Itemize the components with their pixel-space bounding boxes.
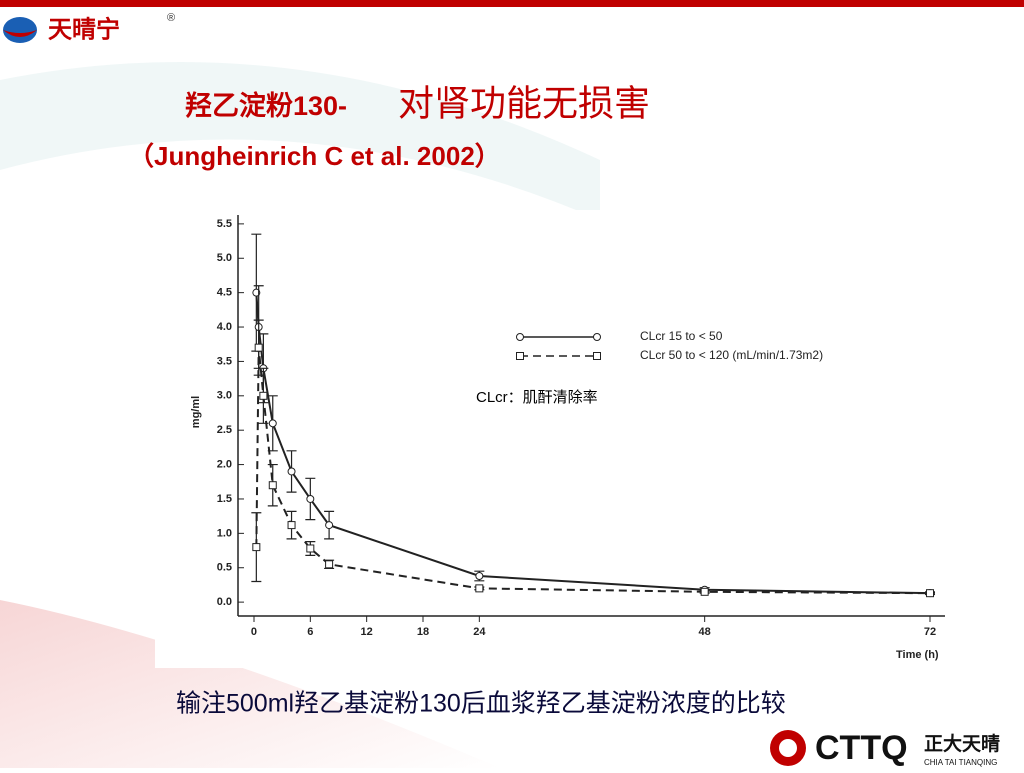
- y-tick-label: 0.5: [217, 562, 232, 574]
- x-tick-label: 6: [307, 626, 313, 638]
- logo-text: 天晴宁: [48, 15, 120, 43]
- legend-marker: [593, 333, 601, 341]
- footer-logo-mark: [779, 739, 797, 757]
- marker: [287, 521, 296, 530]
- y-tick-label: 5.5: [217, 218, 232, 230]
- y-tick-label: 2.0: [217, 458, 232, 470]
- x-tick-label: 12: [361, 626, 373, 638]
- y-tick-label: 2.5: [217, 424, 232, 436]
- marker: [325, 560, 334, 569]
- caption: 输注500ml羟乙基淀粉130后血浆羟乙基淀粉浓度的比较: [176, 690, 786, 718]
- marker: [287, 467, 296, 476]
- x-tick-label: 24: [473, 626, 486, 638]
- marker: [325, 521, 334, 530]
- y-tick-label: 5.0: [217, 252, 232, 264]
- y-tick-label: 4.5: [217, 287, 232, 299]
- marker: [306, 494, 315, 503]
- legend-marker: [593, 352, 601, 360]
- annotation: CLcr：肌酐清除率: [476, 389, 598, 406]
- legend-marker: [516, 352, 524, 360]
- footer-name-cn: 正大天晴: [924, 732, 1000, 755]
- series-line: [255, 347, 931, 595]
- title-part1: 羟乙淀粉130-: [185, 90, 347, 121]
- x-tick-label: 48: [699, 626, 711, 638]
- y-tick-label: 1.5: [217, 493, 232, 505]
- marker: [259, 391, 268, 400]
- footer-brand: CTTQ: [815, 729, 908, 767]
- marker: [475, 571, 484, 580]
- marker: [700, 587, 709, 596]
- legend-label: CLcr 15 to < 50: [640, 329, 723, 343]
- legend-marker: [516, 333, 524, 341]
- x-tick-label: 0: [251, 626, 257, 638]
- logo-mark: [3, 30, 37, 37]
- footer-name-en: CHIA TAI TIANQING: [924, 758, 997, 767]
- y-tick-label: 3.5: [217, 355, 232, 367]
- y-tick-label: 3.0: [217, 390, 232, 402]
- title-part2: 对肾功能无损害: [398, 83, 650, 124]
- marker: [252, 543, 261, 552]
- swoosh: [0, 62, 600, 220]
- y-tick-label: 1.0: [217, 527, 232, 539]
- top-bar: [0, 0, 1024, 7]
- chart-area: [155, 210, 1000, 668]
- registered: ®: [167, 12, 175, 24]
- x-tick-label: 72: [924, 626, 936, 638]
- x-axis-label: Time (h): [896, 649, 939, 661]
- marker: [926, 589, 935, 598]
- marker: [475, 584, 484, 593]
- logo-mark: [3, 17, 37, 43]
- citation: （Jungheinrich C et al. 2002）: [128, 141, 501, 171]
- swoosh: [0, 600, 500, 768]
- marker: [268, 481, 277, 490]
- marker: [254, 343, 263, 352]
- y-tick-label: 0.0: [217, 596, 232, 608]
- y-tick-label: 4.0: [217, 321, 232, 333]
- x-tick-label: 18: [417, 626, 429, 638]
- legend-label: CLcr 50 to < 120 (mL/min/1.73m2): [640, 348, 823, 362]
- marker: [268, 419, 277, 428]
- marker: [306, 544, 315, 553]
- y-axis-label: mg/ml: [190, 396, 202, 428]
